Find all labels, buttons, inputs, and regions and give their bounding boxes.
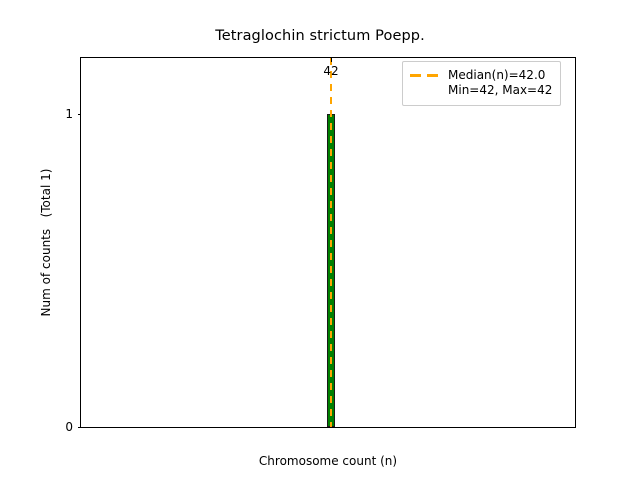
ytick-mark-0 bbox=[77, 427, 81, 429]
legend-label-median: Median(n)=42.0 bbox=[448, 68, 546, 82]
legend: Median(n)=42.0 Min=42, Max=42 bbox=[402, 61, 562, 107]
xtick-label-42: 42 bbox=[323, 64, 339, 78]
median-line bbox=[329, 58, 333, 427]
y-axis-label: Num of counts (Total 1) bbox=[39, 168, 53, 317]
ytick-label-0: 0 bbox=[65, 420, 73, 434]
legend-entry-median: Median(n)=42.0 bbox=[410, 68, 552, 82]
ytick-mark-1 bbox=[77, 114, 81, 116]
plot-area: 0 1 42 bbox=[65, 57, 576, 433]
dashed-line-icon bbox=[410, 69, 439, 81]
page-title: Tetraglochin strictum Poepp. bbox=[215, 28, 425, 44]
legend-label-minmax: Min=42, Max=42 bbox=[448, 83, 553, 97]
ytick-label-1: 1 bbox=[65, 107, 73, 122]
xtick-mark-42 bbox=[331, 58, 333, 62]
x-axis-label: Chromosome count (n) bbox=[258, 454, 398, 468]
